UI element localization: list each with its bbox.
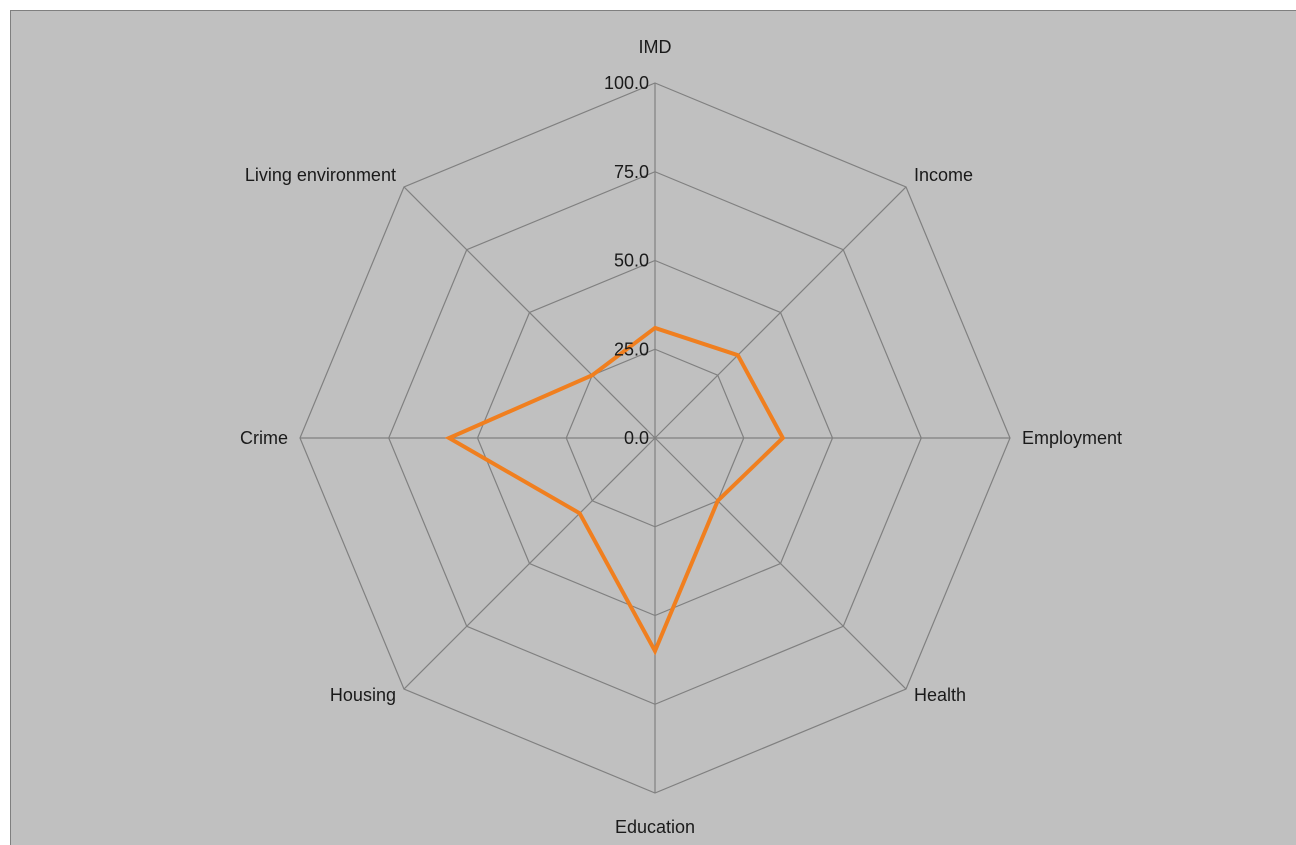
axis-label-living-environment: Living environment [245, 165, 396, 185]
series-line [444, 325, 786, 656]
axis-labels: IMD Income Employment Health Education Housin… [240, 37, 1122, 837]
axis-label-employment: Employment [1022, 428, 1122, 448]
tick-label: 100.0 [604, 73, 649, 93]
radar-series [444, 325, 786, 656]
grid-spoke [654, 437, 907, 690]
tick-label: 25.0 [614, 339, 649, 359]
axis-label-housing: Housing [330, 685, 396, 705]
tick-label: 50.0 [614, 251, 649, 271]
grid-spoke [403, 186, 656, 439]
axis-label-health: Health [914, 685, 966, 705]
grid-spoke [403, 437, 656, 690]
chart-area [10, 10, 1296, 845]
axis-label-imd: IMD [639, 37, 672, 57]
grid-spoke [654, 186, 907, 439]
tick-label: 75.0 [614, 162, 649, 182]
tick-label: 0.0 [624, 428, 649, 448]
axis-label-education: Education [615, 817, 695, 837]
axis-label-crime: Crime [240, 428, 288, 448]
axis-label-income: Income [914, 165, 973, 185]
tick-labels: 0.0 25.0 50.0 75.0 100.0 [604, 73, 649, 448]
radar-grid [299, 82, 1011, 794]
